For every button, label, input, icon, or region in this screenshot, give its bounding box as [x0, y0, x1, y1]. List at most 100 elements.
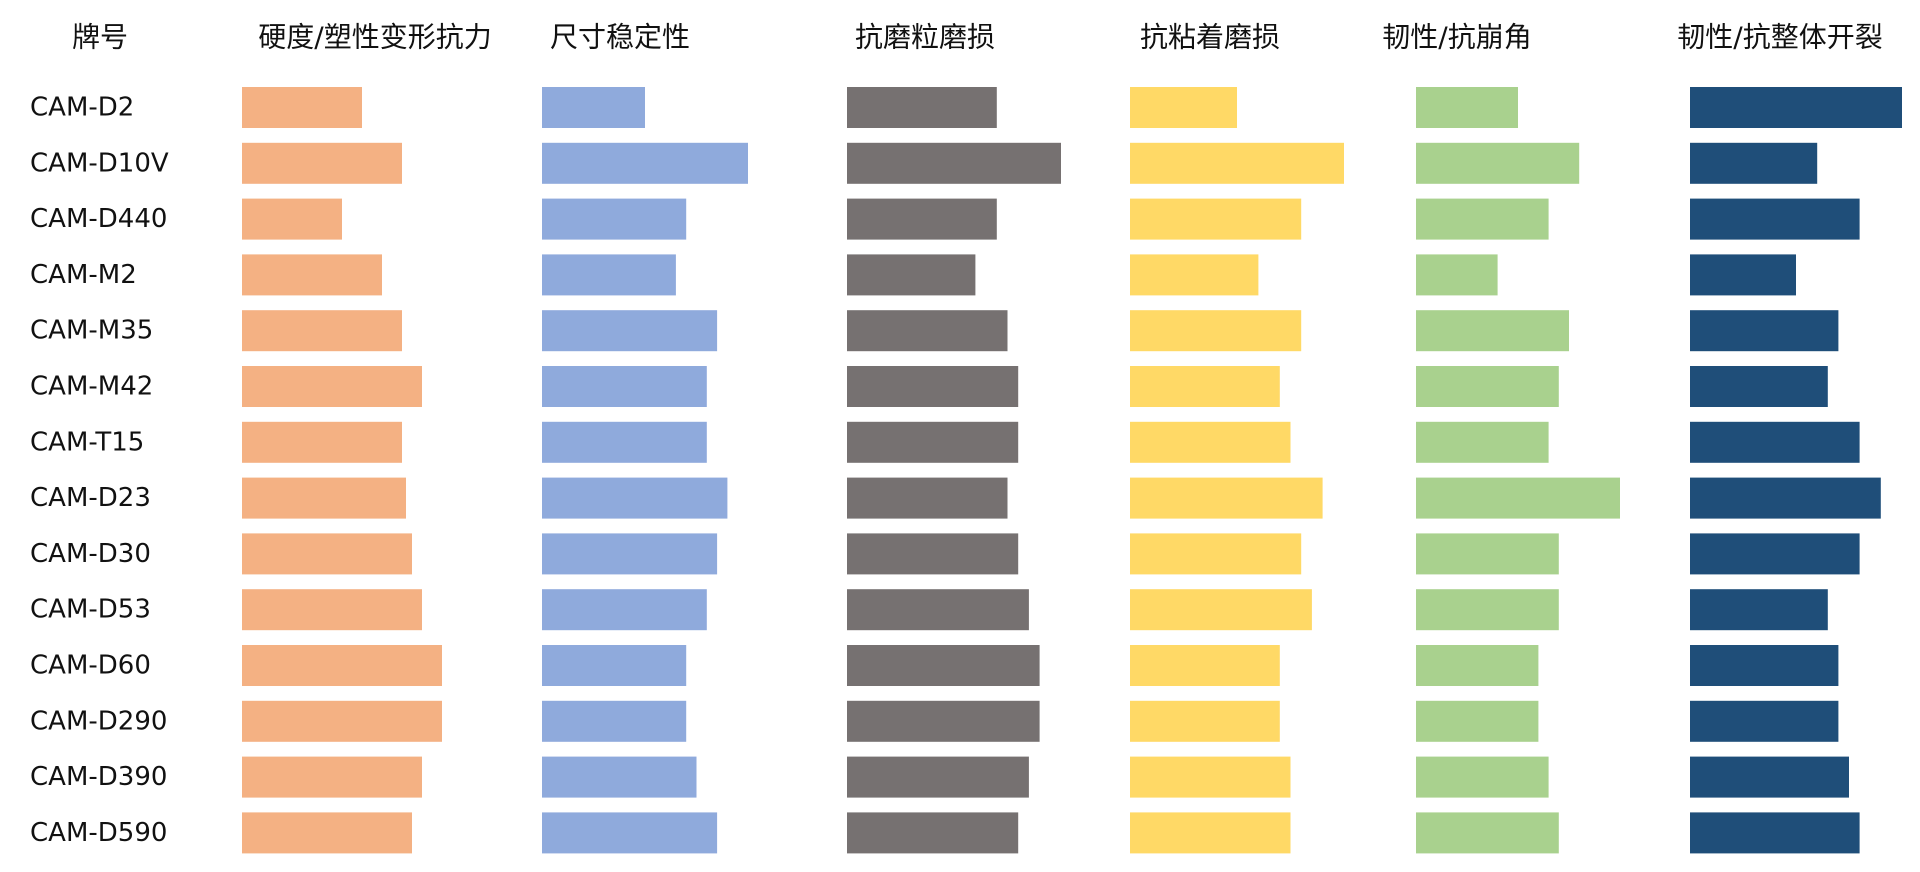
bar-3-cam-m2 — [847, 254, 976, 296]
bar-1-cam-d290 — [242, 700, 442, 742]
bar-6-cam-m35 — [1690, 310, 1839, 352]
bar-4-cam-t15 — [1130, 421, 1291, 463]
grade-label-cam-d290: CAM-D290 — [30, 706, 167, 736]
grade-label-cam-d23: CAM-D23 — [30, 483, 151, 513]
bar-2-cam-d2 — [542, 87, 645, 128]
bar-3-cam-m42 — [847, 366, 1019, 407]
bar-2-cam-d290 — [542, 700, 687, 742]
bar-3-cam-d10v — [847, 142, 1061, 184]
bar-1-cam-d390 — [242, 756, 422, 798]
bar-1-cam-t15 — [242, 421, 402, 463]
bar-2-cam-d23 — [542, 477, 728, 519]
bar-6-cam-d10v — [1690, 142, 1818, 184]
bar-group-2 — [542, 87, 748, 854]
grade-labels: CAM-D2 CAM-D10V CAM-D440 CAM-M2 CAM-M35 CAM-M… — [30, 93, 169, 848]
bar-2-cam-m2 — [542, 254, 676, 296]
bar-4-cam-d390 — [1130, 756, 1291, 798]
bar-6-cam-d23 — [1690, 477, 1881, 519]
bar-2-cam-d60 — [542, 645, 687, 686]
bar-3-cam-d590 — [847, 812, 1019, 854]
grade-label-cam-m35: CAM-M35 — [30, 316, 153, 346]
bar-5-cam-m42 — [1416, 366, 1559, 407]
column-header-4: 抗粘着磨损 — [1140, 21, 1280, 54]
bar-4-cam-d60 — [1130, 645, 1280, 686]
bar-6-cam-d53 — [1690, 589, 1828, 631]
bar-4-cam-d440 — [1130, 198, 1302, 240]
bar-5-cam-d290 — [1416, 700, 1539, 742]
bar-3-cam-d23 — [847, 477, 1008, 519]
bar-1-cam-d440 — [242, 198, 342, 240]
bar-5-cam-m35 — [1416, 310, 1569, 352]
bar-1-cam-d23 — [242, 477, 406, 519]
bar-1-cam-m42 — [242, 366, 422, 407]
bar-2-cam-d30 — [542, 533, 718, 575]
bar-groups — [242, 87, 1902, 854]
bar-5-cam-m2 — [1416, 254, 1498, 296]
bar-5-cam-d440 — [1416, 198, 1549, 240]
bar-2-cam-d10v — [542, 142, 748, 184]
bar-6-cam-d60 — [1690, 645, 1839, 686]
grade-label-cam-d590: CAM-D590 — [30, 818, 167, 848]
bar-4-cam-m2 — [1130, 254, 1259, 296]
bar-1-cam-d10v — [242, 142, 402, 184]
bar-group-4 — [1130, 87, 1344, 854]
column-headers: 硬度/塑性变形抗力 尺寸稳定性 抗磨粒磨损 抗粘着磨损 韧性/抗崩角 韧性/抗整体开裂 — [258, 21, 1882, 54]
bar-2-cam-d53 — [542, 589, 707, 631]
bar-1-cam-d53 — [242, 589, 422, 631]
bar-3-cam-m35 — [847, 310, 1008, 352]
bar-2-cam-d440 — [542, 198, 687, 240]
bar-2-cam-t15 — [542, 421, 707, 463]
bar-5-cam-d30 — [1416, 533, 1559, 575]
bar-4-cam-d53 — [1130, 589, 1312, 631]
bar-2-cam-d390 — [542, 756, 697, 798]
bar-1-cam-m2 — [242, 254, 382, 296]
bar-3-cam-d2 — [847, 87, 997, 128]
bar-2-cam-m35 — [542, 310, 718, 352]
bar-group-5 — [1416, 87, 1620, 854]
grade-label-cam-m2: CAM-M2 — [30, 260, 137, 290]
column-header-1: 硬度/塑性变形抗力 — [258, 21, 491, 54]
grade-label-cam-d2: CAM-D2 — [30, 93, 134, 123]
bar-4-cam-d290 — [1130, 700, 1280, 742]
bar-3-cam-d390 — [847, 756, 1029, 798]
grade-label-cam-d30: CAM-D30 — [30, 539, 151, 569]
bar-group-6 — [1690, 87, 1902, 854]
bar-5-cam-t15 — [1416, 421, 1549, 463]
bar-5-cam-d53 — [1416, 589, 1559, 631]
bar-2-cam-m42 — [542, 366, 707, 407]
bar-4-cam-d590 — [1130, 812, 1291, 854]
bar-4-cam-d23 — [1130, 477, 1323, 519]
bar-1-cam-m35 — [242, 310, 402, 352]
bar-4-cam-d30 — [1130, 533, 1302, 575]
bar-6-cam-m2 — [1690, 254, 1796, 296]
grade-label-cam-d60: CAM-D60 — [30, 651, 151, 681]
bar-3-cam-d440 — [847, 198, 997, 240]
bar-3-cam-d60 — [847, 645, 1040, 686]
bar-6-cam-t15 — [1690, 421, 1860, 463]
column-header-6: 韧性/抗整体开裂 — [1677, 21, 1882, 54]
column-header-2: 尺寸稳定性 — [550, 21, 690, 54]
bar-4-cam-m42 — [1130, 366, 1280, 407]
bar-5-cam-d60 — [1416, 645, 1539, 686]
bar-6-cam-d290 — [1690, 700, 1839, 742]
row-header-label: 牌号 — [72, 21, 128, 54]
bar-4-cam-d10v — [1130, 142, 1344, 184]
bar-4-cam-m35 — [1130, 310, 1302, 352]
bar-5-cam-d10v — [1416, 142, 1580, 184]
bar-6-cam-d30 — [1690, 533, 1860, 575]
bar-5-cam-d23 — [1416, 477, 1620, 519]
bar-2-cam-d590 — [542, 812, 718, 854]
bar-5-cam-d390 — [1416, 756, 1549, 798]
bar-1-cam-d60 — [242, 645, 442, 686]
bar-3-cam-d53 — [847, 589, 1029, 631]
bar-1-cam-d590 — [242, 812, 412, 854]
grade-label-cam-t15: CAM-T15 — [30, 427, 144, 457]
bar-6-cam-d390 — [1690, 756, 1849, 798]
grade-label-cam-m42: CAM-M42 — [30, 372, 153, 402]
bar-3-cam-d290 — [847, 700, 1040, 742]
grade-label-cam-d10v: CAM-D10V — [30, 148, 169, 178]
bar-6-cam-d2 — [1690, 87, 1902, 128]
bar-group-1 — [242, 87, 442, 854]
bar-4-cam-d2 — [1130, 87, 1237, 128]
